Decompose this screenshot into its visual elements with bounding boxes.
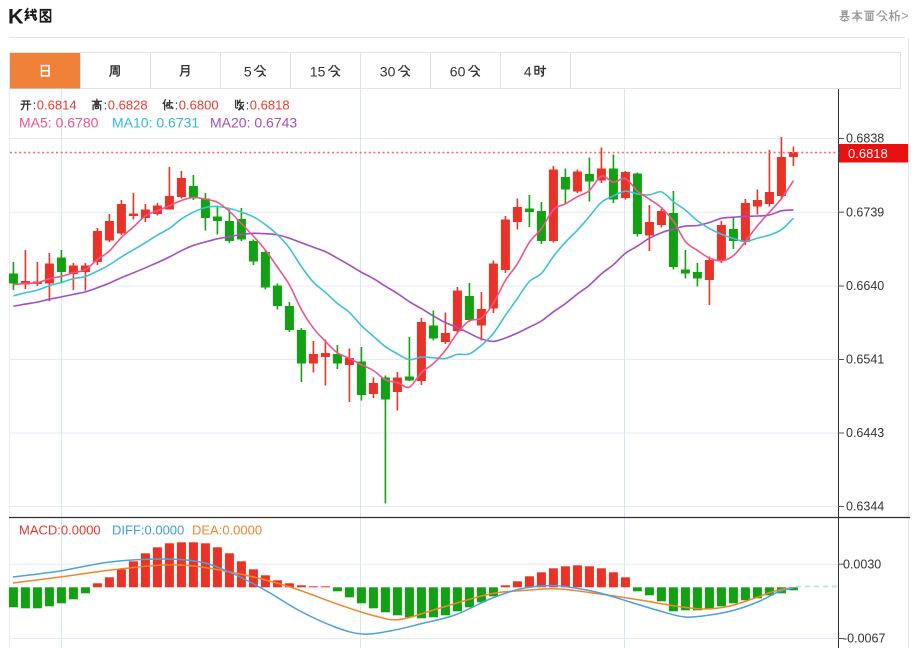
svg-text:60: 60 <box>450 64 466 80</box>
svg-text::: : <box>33 98 37 113</box>
svg-text:4: 4 <box>524 64 532 80</box>
svg-text:0.0030: 0.0030 <box>843 557 881 571</box>
svg-text:0.6828: 0.6828 <box>108 98 148 113</box>
svg-text:0.6739: 0.6739 <box>846 205 884 219</box>
svg-text:0.6818: 0.6818 <box>250 98 290 113</box>
svg-text:5: 5 <box>244 64 252 80</box>
svg-text:MA20: 0.6743: MA20: 0.6743 <box>210 115 297 131</box>
svg-text:0.6541: 0.6541 <box>846 353 884 367</box>
svg-text:0.6443: 0.6443 <box>846 426 884 440</box>
svg-text:MA10: 0.6731: MA10: 0.6731 <box>112 115 199 131</box>
svg-text::: : <box>175 98 179 113</box>
svg-text:15: 15 <box>310 64 326 80</box>
svg-text::: : <box>246 98 250 113</box>
svg-text:0.6344: 0.6344 <box>846 500 884 514</box>
svg-text:MACD:0.0000: MACD:0.0000 <box>19 523 101 538</box>
svg-text:-0.0067: -0.0067 <box>843 632 885 646</box>
svg-text:30: 30 <box>380 64 396 80</box>
svg-text:0.6838: 0.6838 <box>846 132 884 146</box>
svg-text:0.6814: 0.6814 <box>37 98 77 113</box>
svg-text:>: > <box>901 8 909 23</box>
svg-text:0.6818: 0.6818 <box>848 146 888 161</box>
svg-text:0.6640: 0.6640 <box>846 279 884 293</box>
svg-text::: : <box>104 98 108 113</box>
svg-text:DEA:0.0000: DEA:0.0000 <box>192 523 262 538</box>
svg-text:MA5: 0.6780: MA5: 0.6780 <box>19 115 99 131</box>
svg-text:0.6800: 0.6800 <box>179 98 219 113</box>
svg-text:K: K <box>8 5 24 29</box>
svg-text:DIFF:0.0000: DIFF:0.0000 <box>112 523 184 538</box>
